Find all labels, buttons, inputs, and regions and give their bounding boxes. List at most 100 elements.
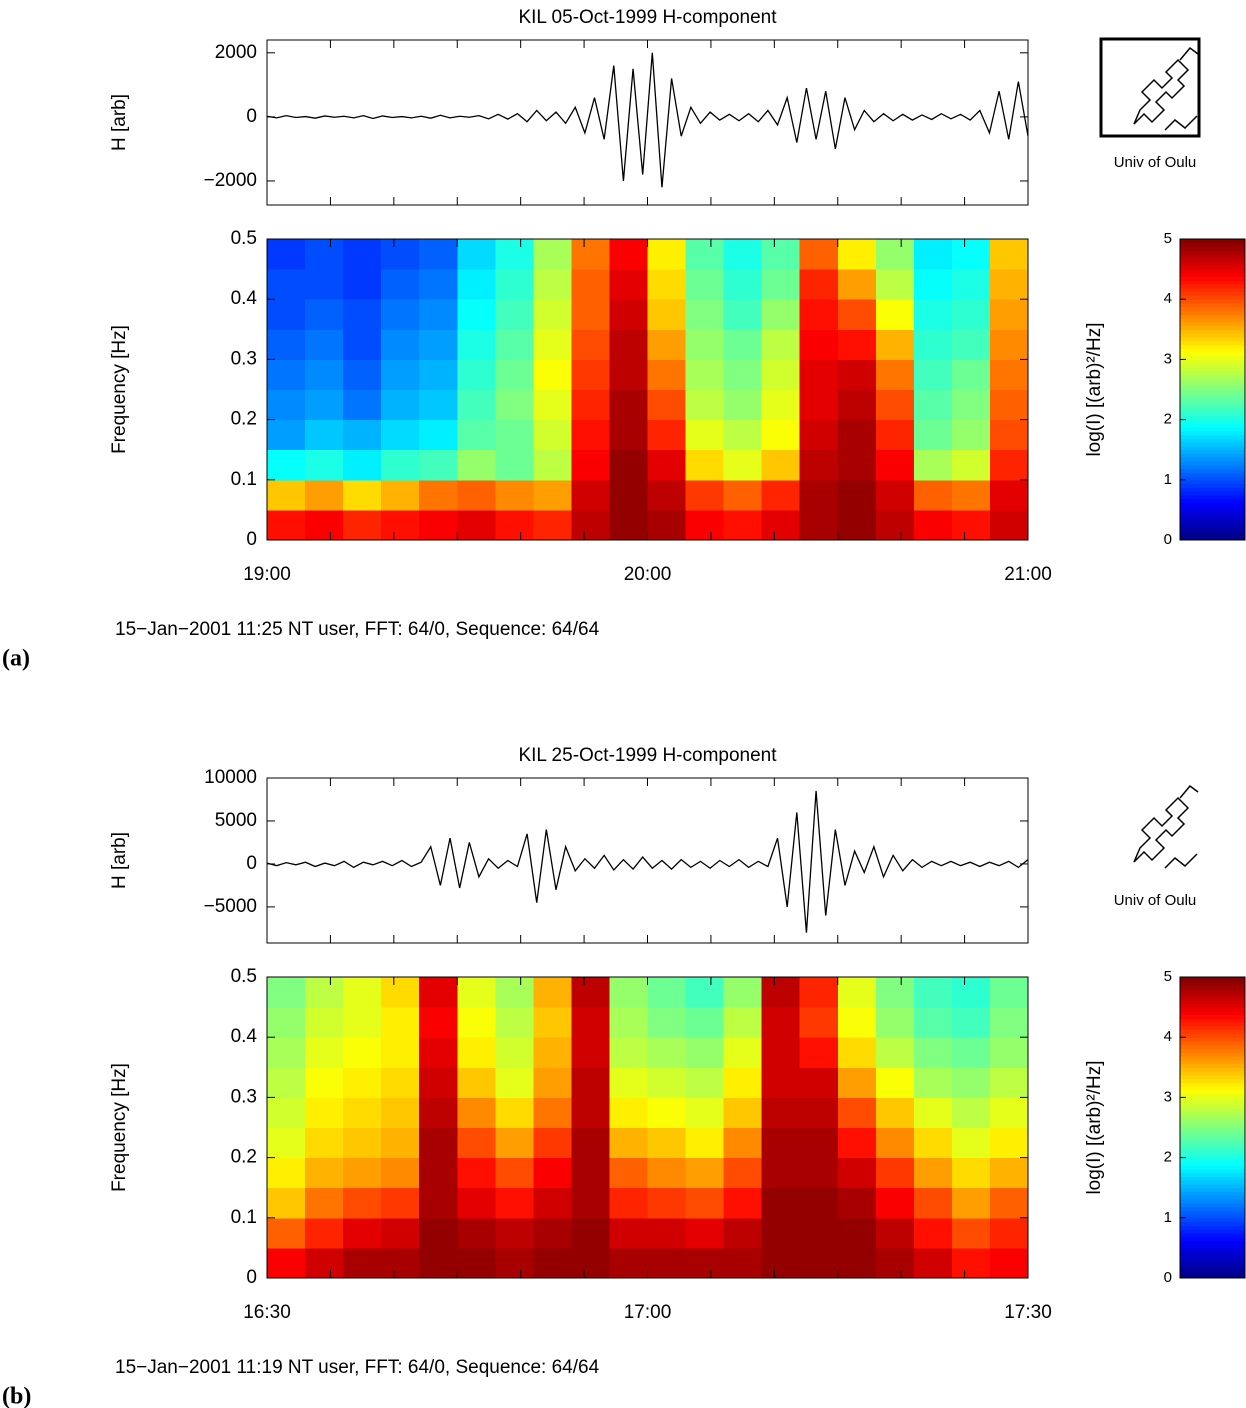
- colorbar-segment: [1180, 476, 1245, 481]
- spectrogram-cell: [609, 299, 648, 330]
- spectrogram-cell: [571, 1007, 610, 1038]
- colorbar-segment: [1180, 333, 1245, 338]
- colorbar-segment: [1180, 400, 1245, 406]
- colorbar-segment: [1180, 340, 1245, 345]
- spectrogram-cell: [723, 1127, 763, 1159]
- spectrogram-cell: [495, 329, 534, 360]
- spectrogram-cell: [989, 977, 1029, 1008]
- colorbar-segment: [1180, 468, 1245, 473]
- colorbar-segment: [1180, 1168, 1245, 1174]
- spectrogram-cell: [951, 1187, 991, 1219]
- colorbar-segment: [1180, 1138, 1245, 1144]
- spectrogram-cell: [267, 359, 306, 390]
- y-tick-label: 0.1: [231, 469, 257, 490]
- spectrogram-cell: [267, 1217, 306, 1249]
- colorbar-tick-label: 0: [1164, 1269, 1172, 1286]
- spectrogram-cell: [305, 1217, 344, 1249]
- spectrogram-cell: [685, 1187, 725, 1219]
- colorbar-segment: [1180, 299, 1245, 304]
- spectrogram-cell: [457, 239, 496, 270]
- colorbar-segment: [1180, 408, 1245, 413]
- spectrogram-cell: [343, 359, 382, 390]
- colorbar-segment: [1180, 254, 1245, 259]
- spectrogram-cell: [495, 449, 534, 481]
- footer: 15−Jan−2001 11:19 NT user, FFT: 64/0, Se…: [115, 1357, 600, 1378]
- colorbar-tick-label: 5: [1164, 230, 1172, 247]
- colorbar-tick-label: 3: [1164, 1088, 1172, 1105]
- spectrogram-cell: [609, 1007, 648, 1038]
- spectrogram-cell: [571, 269, 610, 300]
- spectrogram-cell: [799, 449, 839, 481]
- spectrogram-cell: [913, 1097, 953, 1128]
- colorbar-segment: [1180, 261, 1245, 266]
- colorbar-segment: [1180, 318, 1245, 323]
- spectrogram-cell: [267, 1157, 306, 1189]
- spectrogram-cell: [799, 269, 839, 300]
- spectrogram-cell: [305, 269, 344, 300]
- spectrogram-cell: [761, 299, 801, 330]
- spectrogram-cell: [951, 1007, 991, 1038]
- spectrogram-cell: [533, 509, 572, 541]
- spectrogram-cell: [913, 449, 953, 481]
- spectrogram-cell: [951, 239, 991, 270]
- colorbar-segment: [1180, 246, 1245, 251]
- spectrogram-cell: [875, 1157, 915, 1189]
- spectrogram-cell: [799, 509, 839, 541]
- spectrogram-cell: [875, 1067, 915, 1098]
- spectrogram-cell: [989, 269, 1029, 300]
- colorbar-segment: [1180, 487, 1245, 492]
- spectrogram-cell: [343, 1037, 382, 1068]
- spectrogram-cell: [609, 1127, 648, 1159]
- spectrogram-cell: [951, 977, 991, 1008]
- spectrogram-cell: [381, 1007, 420, 1038]
- colorbar-segment: [1180, 1044, 1245, 1049]
- spectrogram-cell: [381, 449, 420, 481]
- spectrogram-cell: [837, 1067, 877, 1098]
- spectrogram-cell: [343, 1247, 382, 1279]
- spectrogram-cell: [913, 1247, 953, 1279]
- spectrogram-cell: [419, 1187, 458, 1219]
- spectrogram-cell: [799, 1067, 839, 1098]
- colorbar-segment: [1180, 1014, 1245, 1019]
- spectrogram-cell: [571, 1157, 610, 1189]
- colorbar-segment: [1180, 1067, 1245, 1072]
- spectrogram-cell: [761, 419, 801, 451]
- signal-line: [266, 52, 1029, 188]
- colorbar-segment: [1180, 344, 1245, 349]
- spectrogram-cell: [381, 1067, 420, 1098]
- spectrogram-cell: [799, 389, 839, 421]
- spectrogram-cell: [875, 329, 915, 360]
- spectrogram-cell: [799, 1037, 839, 1068]
- spectrogram-cell: [419, 419, 458, 451]
- colorbar-segment: [1180, 427, 1245, 432]
- colorbar-segment: [1180, 506, 1245, 511]
- spectrogram-cell: [647, 1187, 687, 1219]
- y-tick-label: 0.5: [231, 228, 257, 249]
- colorbar-segment: [1180, 1052, 1245, 1057]
- spectrogram-cell: [837, 1217, 877, 1249]
- spectrogram-cell: [381, 239, 420, 270]
- spectrogram-cell: [989, 1247, 1029, 1279]
- spectrogram-cell: [647, 269, 687, 300]
- colorbar-segment: [1180, 1074, 1245, 1080]
- y-axis-label: Frequency [Hz]: [109, 1063, 130, 1192]
- spectrogram-cell: [761, 239, 801, 270]
- y-tick-label: 0.2: [231, 409, 257, 430]
- colorbar-segment: [1180, 1274, 1245, 1279]
- colorbar-segment: [1180, 280, 1245, 285]
- colorbar-segment: [1180, 479, 1245, 485]
- spectrogram-cell: [381, 1127, 420, 1159]
- colorbar-segment: [1180, 1150, 1245, 1155]
- spectrogram-cell: [685, 1127, 725, 1159]
- spectrogram-cell: [913, 359, 953, 390]
- spectrogram-cell: [685, 1037, 725, 1068]
- spectrogram-cell: [305, 509, 344, 541]
- colorbar-segment: [1180, 1202, 1245, 1208]
- spectrogram-cell: [951, 299, 991, 330]
- spectrogram-cell: [685, 389, 725, 421]
- spectrogram-cell: [837, 1247, 877, 1279]
- colorbar-segment: [1180, 239, 1245, 244]
- spectrogram-cell: [381, 1037, 420, 1068]
- x-tick-label: 17:00: [624, 1302, 672, 1323]
- spectrogram-cell: [571, 359, 610, 390]
